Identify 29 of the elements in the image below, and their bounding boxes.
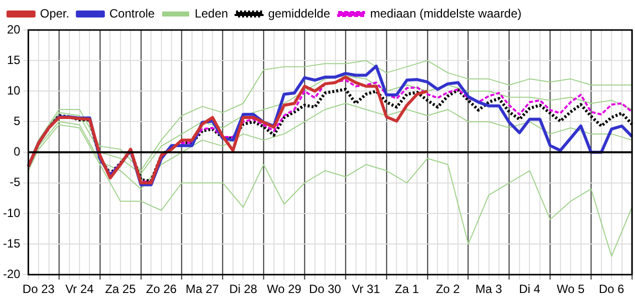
x-tick-label: Vr 24 [65,282,94,296]
x-tick-label: Vr 31 [352,282,380,296]
legend-label: mediaan (middelste waarde) [370,6,522,20]
x-tick-label: Zo 2 [436,282,460,296]
legend-label: Leden [194,6,228,20]
y-tick-label: -20 [3,266,21,281]
x-tick-label: Wo 5 [556,282,585,296]
y-tick-label: -15 [3,236,21,250]
y-tick-label: 15 [6,52,21,67]
legend-label: Oper. [40,6,70,20]
y-tick-label: -10 [3,206,21,220]
y-tick-label: 20 [6,22,21,36]
x-tick-label: Do 30 [309,282,342,296]
x-tick-label: Ma 3 [475,282,502,296]
x-tick-label: Do 6 [598,282,625,296]
y-tick-label: 5 [14,114,21,128]
x-tick-label: Di 28 [229,282,258,296]
x-tick-label: Za 25 [105,282,136,296]
x-tick-label: Zo 26 [146,282,178,296]
x-tick-label: Di 4 [519,282,541,296]
y-tick-label: 10 [6,83,21,98]
x-tick-label: Wo 29 [266,282,302,296]
y-tick-label: 0 [14,144,21,159]
x-tick-label: Do 23 [22,282,55,296]
x-tick-label: Za 1 [394,282,420,296]
legend-label: gemiddelde [268,6,330,20]
legend-label: Controle [109,6,156,20]
y-tick-label: -5 [10,175,21,190]
x-tick-label: Ma 27 [186,282,220,296]
